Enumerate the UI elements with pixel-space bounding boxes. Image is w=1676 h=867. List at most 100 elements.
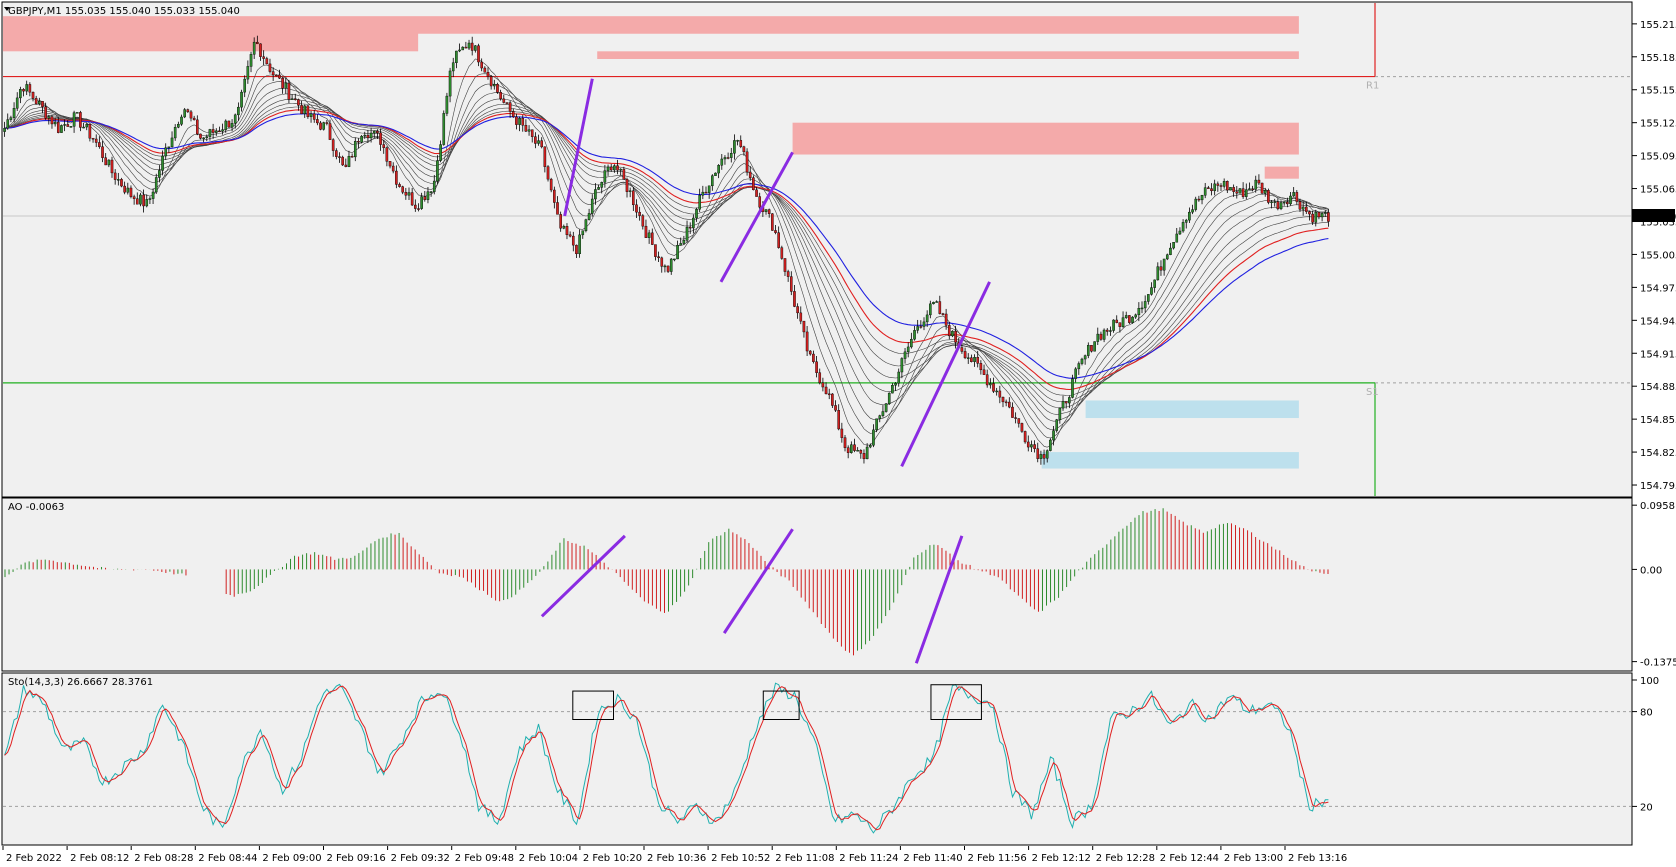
candle-body bbox=[451, 62, 455, 72]
candle-body bbox=[805, 331, 809, 352]
candle-body bbox=[1042, 454, 1046, 459]
price-tick-label: 155.125 bbox=[1640, 119, 1676, 130]
candle-body bbox=[237, 106, 240, 116]
sto-panel-header: Sto(14,3,3) 26.6667 28.3761 bbox=[8, 677, 153, 688]
candle-body bbox=[929, 303, 932, 316]
candle-body bbox=[139, 194, 142, 205]
time-tick-label: 2 Feb 11:08 bbox=[775, 853, 834, 864]
candle-body bbox=[799, 312, 803, 322]
candle-body bbox=[265, 58, 269, 65]
zone-rect bbox=[3, 16, 1299, 34]
candle-body bbox=[698, 195, 701, 210]
candle-body bbox=[733, 140, 736, 154]
candle-body bbox=[1210, 188, 1213, 192]
candle-body bbox=[559, 214, 562, 229]
main-panel-background bbox=[1, 1, 1633, 498]
candle-body bbox=[183, 109, 186, 118]
candle-body bbox=[578, 234, 581, 255]
sto-highlight-box bbox=[930, 684, 982, 720]
time-tick-label: 2 Feb 10:20 bbox=[583, 853, 642, 864]
time-tick-label: 2 Feb 09:48 bbox=[455, 853, 514, 864]
candle-body bbox=[423, 196, 427, 200]
candle-body bbox=[796, 306, 799, 314]
candle-body bbox=[85, 123, 89, 128]
candle-body bbox=[132, 196, 136, 199]
candle-body bbox=[218, 130, 221, 133]
candle-body bbox=[91, 137, 95, 140]
candle-body bbox=[565, 226, 569, 236]
candle-body bbox=[293, 98, 297, 100]
candle-body bbox=[546, 166, 550, 180]
candle-body bbox=[1320, 213, 1324, 218]
candle-body bbox=[360, 135, 363, 143]
candle-body bbox=[110, 159, 114, 174]
candle-body bbox=[748, 171, 752, 178]
ema-ribbon-line bbox=[4, 73, 1329, 439]
candle-body bbox=[846, 447, 850, 453]
candle-body bbox=[859, 450, 863, 454]
panel-collapse-triangle-icon[interactable] bbox=[4, 7, 10, 11]
candle-body bbox=[597, 187, 600, 190]
candle-body bbox=[101, 146, 104, 158]
ao-trendline bbox=[540, 534, 626, 618]
candle-body bbox=[767, 209, 771, 214]
candle-body bbox=[72, 112, 76, 127]
candle-body bbox=[1128, 315, 1131, 323]
candle-body bbox=[606, 166, 610, 171]
candle-body bbox=[717, 165, 720, 174]
candle-body bbox=[872, 429, 875, 446]
candle-body bbox=[1039, 454, 1043, 459]
candle-body bbox=[426, 191, 430, 200]
candle-body bbox=[549, 178, 553, 191]
candle-body bbox=[1282, 201, 1286, 204]
candle-body bbox=[1036, 448, 1040, 459]
candle-body bbox=[464, 46, 468, 49]
candle-body bbox=[1229, 187, 1232, 191]
main-panel-header: GBPJPY,M1 155.035 155.040 155.033 155.04… bbox=[8, 6, 240, 17]
candle-body bbox=[919, 326, 923, 328]
candle-body bbox=[638, 211, 641, 216]
candle-body bbox=[322, 122, 325, 130]
candle-body bbox=[641, 215, 645, 227]
candle-body bbox=[1001, 396, 1005, 403]
candle-body bbox=[271, 71, 275, 76]
candle-body bbox=[177, 123, 180, 128]
price-tick-label: 155.155 bbox=[1640, 86, 1676, 97]
candle-body bbox=[508, 102, 512, 112]
candle-body bbox=[493, 84, 496, 87]
candle-body bbox=[789, 276, 793, 292]
candle-body bbox=[537, 140, 540, 144]
candle-body bbox=[502, 98, 506, 103]
candle-body bbox=[1090, 345, 1093, 352]
candle-body bbox=[527, 129, 531, 132]
candle-body bbox=[660, 257, 664, 267]
candle-body bbox=[726, 157, 730, 159]
candle-body bbox=[1115, 319, 1119, 323]
candle-body bbox=[534, 136, 537, 144]
candle-body bbox=[827, 393, 831, 396]
candle-body bbox=[720, 158, 724, 166]
candle-body bbox=[1014, 417, 1017, 419]
candle-body bbox=[1235, 191, 1239, 194]
candle-body bbox=[1292, 192, 1295, 197]
candle-body bbox=[650, 232, 654, 245]
candle-body bbox=[840, 428, 844, 438]
candle-body bbox=[161, 155, 164, 171]
candle-body bbox=[369, 132, 373, 139]
candle-body bbox=[1279, 202, 1283, 210]
sto-oscillator-lines bbox=[4, 682, 1329, 834]
candle-body bbox=[1159, 266, 1163, 271]
candle-body bbox=[252, 41, 256, 55]
ao-indicator-panel[interactable]: AO -0.0063 0.0958 0.00 -0.1375 bbox=[1, 497, 1676, 672]
candle-body bbox=[1304, 206, 1308, 212]
candle-body bbox=[28, 84, 32, 93]
candle-body bbox=[755, 189, 758, 197]
candle-body bbox=[284, 82, 288, 89]
candle-body bbox=[752, 177, 755, 191]
candle-body bbox=[385, 147, 389, 162]
main-price-panel[interactable]: R1 S1 GBPJPY,M1 155.035 155.040 155.033 1… bbox=[1, 1, 1676, 498]
stochastic-indicator-panel[interactable]: Sto(14,3,3) 26.6667 28.3761 100 80 20 bbox=[1, 672, 1659, 846]
candle-body bbox=[44, 106, 47, 119]
